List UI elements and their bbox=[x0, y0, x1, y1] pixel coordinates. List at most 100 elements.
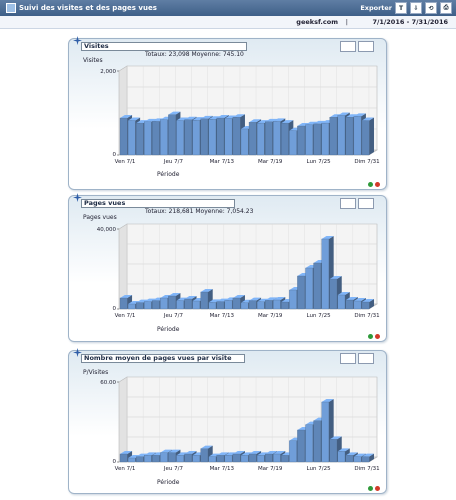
bar-face bbox=[232, 453, 241, 463]
bar-face bbox=[168, 295, 176, 310]
bar-face bbox=[345, 117, 354, 156]
bar-face bbox=[256, 455, 265, 463]
report-icon bbox=[6, 3, 16, 13]
bar-face bbox=[353, 116, 362, 156]
excel-export-button[interactable]: ⇩ bbox=[410, 2, 422, 14]
x-axis-label: Période bbox=[157, 171, 180, 178]
bar-face bbox=[265, 121, 273, 156]
green-status-dot bbox=[368, 334, 373, 339]
bar-face bbox=[216, 301, 225, 310]
bar-face bbox=[144, 301, 152, 310]
star-icon bbox=[73, 348, 82, 357]
bar-face bbox=[160, 297, 168, 310]
bar-top bbox=[224, 115, 237, 119]
y-tick-label: 40,000 bbox=[97, 227, 117, 233]
window-titlebar: Suivi des visites et des pages vues Expo… bbox=[0, 0, 456, 17]
toolbar: Exporter T ⇩ ⟲ ⎙ bbox=[360, 2, 452, 14]
y-tick-label: 0 bbox=[113, 459, 117, 465]
bar-top bbox=[184, 296, 197, 299]
bar-top bbox=[361, 117, 374, 121]
x-tick-label: Lun 7/25 bbox=[307, 159, 332, 165]
bar-top bbox=[200, 289, 213, 292]
bar-face bbox=[192, 119, 200, 156]
bar-face bbox=[119, 297, 128, 310]
bar-face bbox=[273, 453, 281, 463]
bar-top bbox=[257, 452, 270, 456]
chart-type-toolbar bbox=[340, 198, 374, 209]
bar-top bbox=[200, 115, 213, 119]
bar-face bbox=[208, 119, 217, 156]
bar-top bbox=[249, 451, 262, 454]
x-axis-label: Période bbox=[157, 326, 180, 333]
x-tick-label: Ven 7/1 bbox=[115, 466, 136, 472]
panel-title: Pages vues bbox=[81, 199, 235, 208]
refresh-button[interactable]: ⟲ bbox=[425, 2, 437, 14]
bar-top bbox=[353, 453, 366, 457]
bar-top bbox=[297, 123, 310, 127]
bar-face bbox=[176, 455, 184, 463]
red-status-dot bbox=[375, 182, 380, 187]
bar-chart-button[interactable] bbox=[340, 41, 356, 52]
bar-face bbox=[361, 120, 370, 156]
export-label: Exporter bbox=[360, 4, 392, 12]
bar-face bbox=[184, 119, 192, 156]
bar-top bbox=[265, 297, 278, 301]
bar-top bbox=[176, 297, 189, 301]
bar-top bbox=[216, 298, 229, 302]
bar-top bbox=[361, 299, 374, 302]
line-chart-button[interactable] bbox=[358, 353, 374, 364]
bar-face bbox=[208, 302, 217, 310]
bar-face bbox=[329, 439, 338, 463]
x-tick-label: Jeu 7/7 bbox=[163, 159, 184, 165]
visits-chart: 0 2,000 Ven 7/1 Jeu 7/7 Mar 7/13 Mar 7/19 Lun … bbox=[100, 65, 380, 165]
print-button[interactable]: ⎙ bbox=[440, 2, 452, 14]
bar-face bbox=[127, 303, 136, 310]
pageviews-chart: 0 40,000 Ven 7/1 Jeu 7/7 Mar 7/13 Mar 7/19 Lun… bbox=[97, 223, 380, 319]
bar-top bbox=[144, 118, 157, 122]
bar-top bbox=[305, 121, 318, 125]
bar-face bbox=[135, 456, 144, 463]
line-chart-button[interactable] bbox=[358, 41, 374, 52]
bar-face bbox=[337, 115, 346, 156]
window-title: Suivi des visites et des pages vues bbox=[6, 2, 157, 14]
bar-face bbox=[176, 120, 184, 156]
y-tick-label: 60.00 bbox=[100, 380, 116, 386]
bar-face bbox=[297, 275, 305, 310]
bar-top bbox=[257, 298, 270, 302]
green-status-dot bbox=[368, 486, 373, 491]
bar-face bbox=[289, 289, 297, 310]
star-icon bbox=[73, 36, 82, 45]
bar-face bbox=[152, 455, 160, 463]
bar-top bbox=[281, 120, 294, 124]
bar-face bbox=[361, 456, 370, 463]
bar-face bbox=[305, 267, 313, 310]
x-tick-label: Mar 7/13 bbox=[210, 159, 235, 165]
x-tick-label: Ven 7/1 bbox=[115, 159, 136, 165]
x-tick-label: Mar 7/19 bbox=[258, 313, 283, 319]
bar-face bbox=[184, 298, 192, 310]
bar-face bbox=[168, 114, 176, 156]
x-tick-label: Ven 7/1 bbox=[115, 313, 136, 319]
date-range: 7/1/2016 - 7/31/2016 bbox=[372, 18, 448, 26]
bar-top bbox=[232, 451, 245, 454]
x-tick-label: Jeu 7/7 bbox=[163, 466, 184, 472]
bar-chart-button[interactable] bbox=[340, 353, 356, 364]
bar-face bbox=[216, 455, 225, 463]
pages-per-visit-chart: 0 60.00 Ven 7/1 Jeu 7/7 Mar 7/13 Mar 7/19 Lun … bbox=[100, 376, 380, 472]
bar-top bbox=[265, 118, 278, 122]
window-title-text: Suivi des visites et des pages vues bbox=[19, 4, 157, 12]
bar-top bbox=[224, 452, 237, 456]
bar-top bbox=[120, 115, 133, 119]
bar-top bbox=[168, 293, 181, 296]
bar-top bbox=[160, 449, 173, 453]
bar-face bbox=[240, 455, 249, 463]
line-chart-button[interactable] bbox=[358, 198, 374, 209]
bar-face bbox=[144, 121, 152, 156]
bar-top bbox=[216, 452, 229, 456]
bar-face bbox=[184, 453, 192, 463]
bar-chart-button[interactable] bbox=[340, 198, 356, 209]
bar-face bbox=[337, 451, 346, 463]
text-export-button[interactable]: T bbox=[395, 2, 407, 14]
bar-top bbox=[136, 120, 149, 124]
bar-face bbox=[345, 299, 354, 310]
